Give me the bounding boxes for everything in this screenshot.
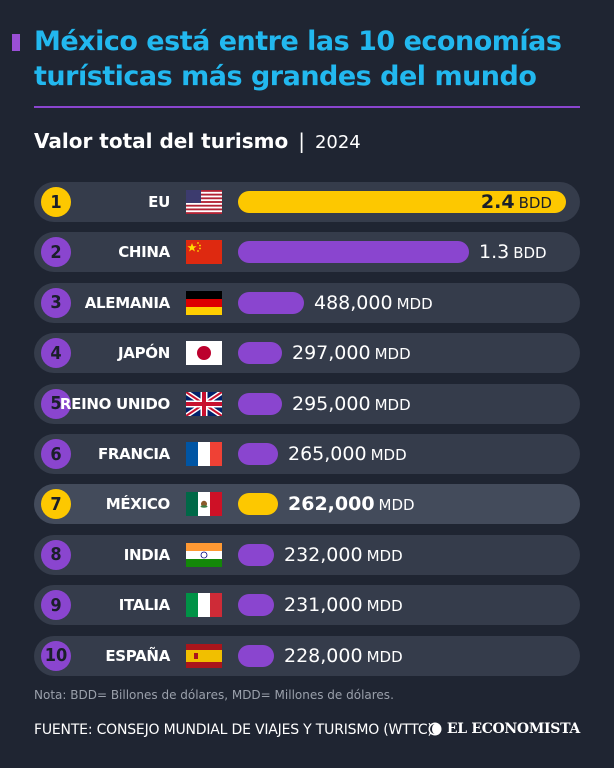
bar-row: 8 INDIA 232,000 MDD [34,534,580,575]
value-number: 2.4 [480,191,515,213]
germany-flag-icon [186,290,222,315]
bar [238,392,282,415]
country-label: CHINA [118,243,170,262]
bar [238,543,274,566]
country-label: ALEMANIA [84,293,171,312]
brand-name: EL ECONOMISTA [446,721,580,737]
country-label: REINO UNIDO [59,394,170,413]
india-flag-icon [186,542,222,567]
value-unit: MDD [366,597,403,616]
title-divider [34,106,580,108]
subtitle-year: 2024 [314,132,361,153]
value-label: 232,000 MDD [284,535,403,575]
value-unit: MDD [366,647,403,666]
value-label: 231,000 MDD [284,585,403,625]
rank-badge: 5 [41,388,71,419]
value-label: 228,000 MDD [284,636,403,676]
bar [238,594,274,617]
bar-row: 3 ALEMANIA 488,000 MDD [34,282,580,323]
country-label: MÉXICO [105,495,171,514]
value-unit: MDD [378,496,415,515]
bar [238,443,278,465]
country-label: INDIA [123,545,171,564]
rank-badge: 2 [41,237,71,268]
value-unit: BDD [513,244,547,263]
value-unit: BDD [518,194,552,212]
italy-flag-icon [186,593,222,618]
value-label: 265,000 MDD [288,434,407,474]
country-label: JAPÓN [118,344,170,363]
rank-badge: 4 [41,338,71,369]
country-label: EU [148,193,170,211]
us-flag-icon [186,190,222,214]
value-label: 297,000 MDD [292,333,411,373]
country-label: ITALIA [118,596,171,615]
value-label: 262,000 MDD [288,484,415,524]
rank-badge: 8 [41,539,71,570]
value-label: 295,000 MDD [292,384,411,424]
value-number: 265,000 [288,443,367,465]
value-number: 232,000 [284,543,363,566]
rank-badge: 6 [41,439,71,469]
bar-row: 9 ITALIA 231,000 MDD [34,585,580,626]
rank-badge: 3 [41,287,71,318]
bar [238,342,282,365]
bar [238,291,304,314]
bar-row: 7 MÉXICO 262,000 MDD [34,484,580,525]
france-flag-icon [186,442,222,466]
bar [238,493,278,516]
chart-title: México está entre las 10 economías turís… [34,26,562,92]
value-label: 2.4 BDD [481,182,552,222]
bar [238,644,274,667]
country-label: FRANCIA [97,445,170,463]
bar-row: 4 JAPÓN 297,000 MDD [34,333,580,374]
spain-flag-icon [186,643,222,668]
value-unit: MDD [374,395,411,414]
value-number: 297,000 [292,342,371,365]
rank-badge: 9 [41,590,71,621]
value-number: 488,000 [314,291,393,314]
bar [238,241,469,264]
bar-row: 10 ESPAÑA 228,000 MDD [34,635,580,676]
value-unit: MDD [370,446,407,464]
bar-row: 2 CHINA 1.3 BDD [34,232,580,273]
brand-logo: EL ECONOMISTA [428,721,580,737]
bar-row: 6 FRANCIA 265,000 MDD [34,434,580,474]
value-label: 488,000 MDD [314,283,433,323]
bar-row: 5 REINO UNIDO 295,000 MDD [34,383,580,424]
value-number: 231,000 [284,594,363,617]
subtitle-separator: | [298,129,305,153]
value-unit: MDD [396,294,433,313]
uk-flag-icon [186,391,222,416]
value-label: 1.3 BDD [479,232,547,272]
rank-badge: 10 [41,640,71,671]
value-number: 1.3 [479,241,510,264]
value-number: 228,000 [284,644,363,667]
title-accent-mark [12,34,20,51]
mexico-flag-icon [186,492,222,517]
value-number: 295,000 [292,392,371,415]
brand-mark-icon [428,722,442,736]
bar [238,191,566,213]
chart-subtitle: Valor total del turismo | 2024 [34,128,361,156]
rank-badge: 1 [41,187,71,217]
china-flag-icon [186,240,222,265]
value-unit: MDD [374,345,411,364]
bar-row: 1 EU 2.4 BDD [34,182,580,222]
value-unit: MDD [366,546,403,565]
japan-flag-icon [186,341,222,366]
footnote: Nota: BDD= Billones de dólares, MDD= Mil… [34,688,394,702]
country-label: ESPAÑA [105,646,170,665]
rank-badge: 7 [41,489,71,520]
subtitle-main: Valor total del turismo [34,129,289,153]
source-credit: FUENTE: CONSEJO MUNDIAL DE VIAJES Y TURI… [34,722,433,738]
value-number: 262,000 [288,493,375,516]
